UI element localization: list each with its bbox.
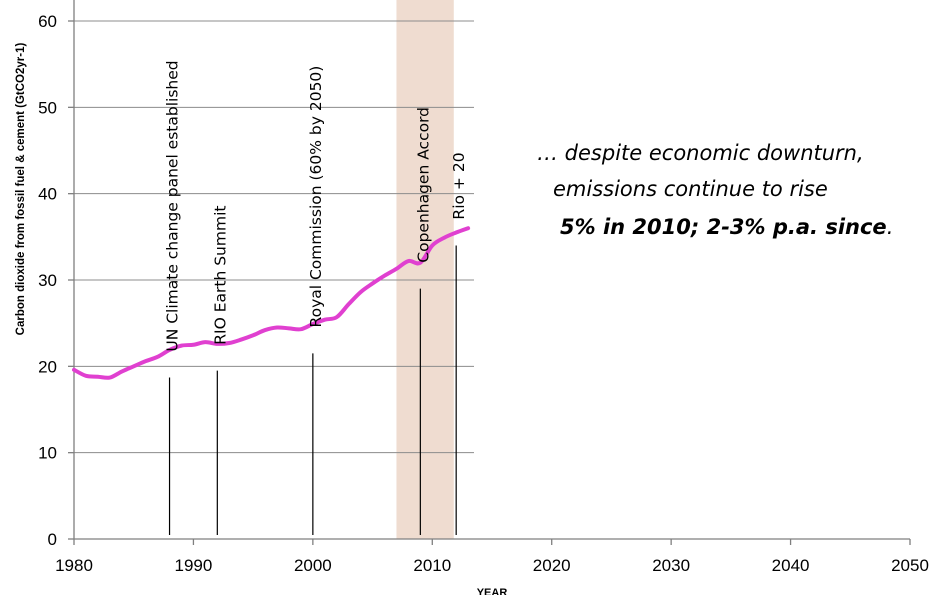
x-tick-label: 2020 xyxy=(533,556,571,575)
y-tick-label: 30 xyxy=(38,271,57,290)
x-tick-label: 2040 xyxy=(772,556,810,575)
event-label: Royal Commission (60% by 2050) xyxy=(307,66,325,328)
x-tick-label: 2000 xyxy=(294,556,332,575)
note-line-3-tail: . xyxy=(886,215,894,239)
note-line-2: emissions continue to rise xyxy=(553,177,828,201)
y-tick-label: 20 xyxy=(38,357,57,376)
x-tick-label: 2010 xyxy=(413,556,451,575)
event-label: RIO Earth Summit xyxy=(211,206,229,345)
note-line-1: … despite economic downturn, xyxy=(537,141,864,165)
y-tick-label: 10 xyxy=(38,444,57,463)
shaded-band xyxy=(396,0,454,539)
y-tick-label: 50 xyxy=(38,98,57,117)
event-label: Rio + 20 xyxy=(450,152,468,219)
x-tick-label: 1990 xyxy=(175,556,213,575)
event-label: UN Climate change panel established xyxy=(164,60,182,351)
event-label: Copenhagen Accord xyxy=(414,107,432,263)
x-axis-label: YEAR xyxy=(477,587,508,595)
y-axis-label: Carbon dioxide from fossil fuel & cement… xyxy=(15,43,27,336)
note-line-3-bold: 5% in 2010; 2-3% p.a. since xyxy=(560,215,887,239)
y-tick-label: 40 xyxy=(38,185,57,204)
series-line-co2 xyxy=(72,226,471,380)
note-line-3: 5% in 2010; 2-3% p.a. since. xyxy=(560,215,893,239)
x-tick-label: 2050 xyxy=(891,556,929,575)
y-tick-label: 60 xyxy=(38,12,57,31)
x-tick-label: 2030 xyxy=(652,556,690,575)
y-tick-label: 0 xyxy=(48,530,57,549)
x-tick-label: 1980 xyxy=(55,556,93,575)
